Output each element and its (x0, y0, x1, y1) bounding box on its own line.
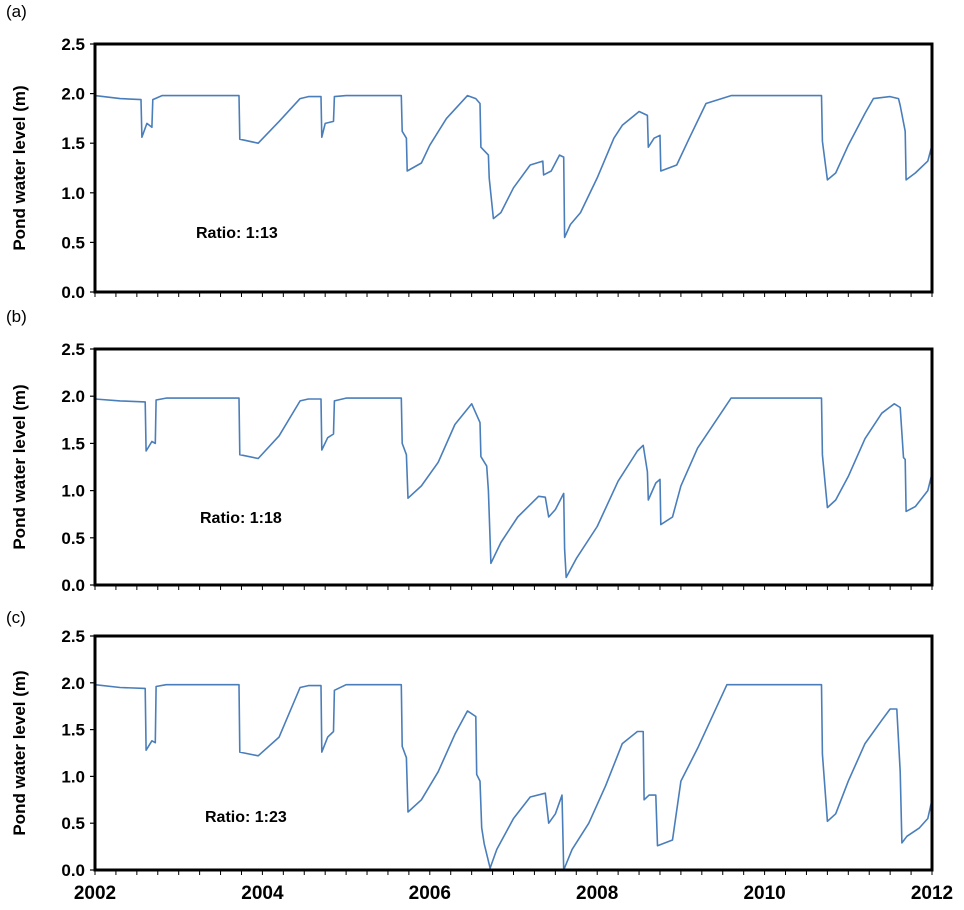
y-tick-label: 0.5 (61, 529, 85, 548)
y-tick-label: 0.0 (61, 861, 85, 880)
x-tick-label: 2012 (911, 883, 953, 904)
y-tick-label: 1.5 (61, 721, 85, 740)
y-tick-label: 2.5 (61, 340, 85, 359)
y-tick-label: 2.5 (61, 35, 85, 54)
y-tick-label: 2.5 (61, 627, 85, 646)
y-tick-label: 0.5 (61, 233, 85, 252)
panel-label: (b) (6, 307, 27, 326)
x-tick-label: 2006 (409, 883, 451, 904)
y-tick-label: 2.0 (61, 674, 85, 693)
water-level-line (94, 94, 933, 239)
plot-frame (93, 42, 934, 294)
plot-frame (93, 347, 934, 587)
x-tick-label: 2004 (241, 883, 284, 904)
y-tick-label: 1.0 (61, 482, 85, 501)
y-tick-label: 1.5 (61, 134, 85, 153)
x-tick-label: 2010 (743, 883, 785, 904)
y-tick-label: 2.0 (61, 85, 85, 104)
ratio-annotation: Ratio: 1:18 (200, 510, 282, 527)
x-tick-label: 2002 (74, 883, 116, 904)
y-tick-label: 1.0 (61, 184, 85, 203)
water-level-line (94, 397, 933, 579)
y-axis-label: Pond water level (m) (10, 384, 29, 549)
y-tick-label: 2.0 (61, 387, 85, 406)
y-tick-label: 0.0 (61, 576, 85, 595)
y-tick-label: 1.5 (61, 434, 85, 453)
y-tick-label: 0.0 (61, 283, 85, 302)
y-axis-label: Pond water level (m) (10, 85, 29, 250)
ratio-annotation: Ratio: 1:23 (205, 809, 287, 826)
y-tick-label: 0.5 (61, 814, 85, 833)
panel-label: (a) (6, 2, 27, 21)
y-tick-label: 1.0 (61, 767, 85, 786)
x-tick-label: 2008 (576, 883, 618, 904)
panel-label: (c) (6, 608, 26, 627)
ratio-annotation: Ratio: 1:13 (196, 225, 278, 242)
water-level-line (94, 683, 933, 871)
y-axis-label: Pond water level (m) (10, 670, 29, 835)
plot-frame (93, 634, 934, 872)
